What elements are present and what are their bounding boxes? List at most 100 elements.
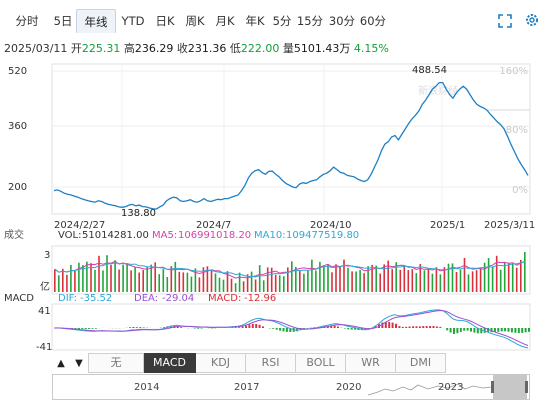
macd-pane-frame — [51, 303, 531, 351]
volume-bar — [503, 262, 506, 292]
time-navigator[interactable] — [52, 374, 530, 400]
volume-pane-frame — [51, 245, 531, 295]
tab-15分[interactable]: 15分 — [296, 14, 324, 28]
volume-bar — [471, 271, 474, 292]
macd-bar — [439, 326, 442, 328]
scroll-left-arrow-icon[interactable]: ▲ — [57, 357, 65, 369]
indicator-tab-MACD[interactable]: MACD — [144, 353, 196, 373]
change-percent: 4.15% — [353, 42, 389, 55]
macd-bar — [88, 328, 91, 329]
tab-30分[interactable]: 30分 — [328, 14, 356, 28]
macd-bar — [81, 328, 84, 329]
fullscreen-icon[interactable] — [498, 13, 512, 28]
macd-bar — [449, 328, 452, 333]
volume-bar — [355, 271, 357, 292]
volume-bar — [62, 268, 64, 292]
navigator-year-labels: 2014 2017 2020 2023 — [52, 382, 530, 396]
tab-日K[interactable]: 日K — [155, 14, 175, 28]
volume-bar — [391, 269, 393, 292]
navigator-selection-handle[interactable] — [493, 375, 527, 399]
dif-value: -35.52 — [80, 293, 112, 304]
volume-bar — [520, 260, 522, 292]
tab-年线[interactable]: 年线 — [76, 9, 116, 33]
macd-bar — [432, 326, 435, 328]
price-pane-frame — [51, 63, 531, 215]
x-tick-label: 2024/10 — [310, 220, 352, 231]
volume-bar — [475, 270, 478, 292]
macd-bar — [238, 327, 241, 328]
macd-bar — [466, 328, 469, 331]
volume-bar — [266, 267, 269, 292]
macd-bar — [200, 328, 203, 329]
volume-bar — [142, 270, 144, 292]
quote-info-line: 2025/03/11 开225.31 高236.29 收231.36 低222.… — [4, 40, 389, 56]
low-value: 222.00 — [240, 42, 280, 55]
macd-bar — [408, 326, 411, 328]
volume-bar — [331, 272, 333, 292]
volume-bar — [94, 269, 96, 292]
tab-周K[interactable]: 周K — [185, 14, 205, 28]
volume-label: 量 — [282, 42, 294, 55]
indicator-tab-RSI[interactable]: RSI — [246, 353, 296, 373]
navigator-year-label: 2014 — [134, 382, 160, 393]
volume-bar — [459, 269, 462, 292]
open-value: 225.31 — [81, 42, 121, 55]
vol-label: VOL: — [58, 230, 81, 241]
macd-bar — [193, 328, 196, 329]
volume-bar — [278, 275, 281, 292]
volume-bar — [170, 266, 173, 292]
indicator-tab-BOLL[interactable]: BOLL — [296, 353, 346, 373]
indicator-tab-无[interactable]: 无 — [88, 353, 144, 373]
volume-bar — [202, 267, 205, 292]
scroll-right-arrow-icon[interactable]: ▼ — [75, 357, 83, 369]
volume-bar — [291, 261, 293, 292]
indicator-tab-DMI[interactable]: DMI — [396, 353, 446, 373]
macd-bar — [234, 327, 237, 328]
volume-bar — [419, 264, 422, 292]
tab-月K[interactable]: 月K — [215, 14, 235, 28]
volume-bar — [303, 273, 305, 292]
tab-60分[interactable]: 60分 — [359, 14, 387, 28]
volume-bars — [51, 245, 531, 295]
macd-bar — [459, 328, 462, 332]
price-annotations: 488.54 138.80 — [121, 65, 447, 219]
macd-bar — [139, 327, 142, 328]
volume-pane-label: 成交 — [4, 228, 24, 241]
volume-bar — [495, 255, 498, 292]
tab-分时[interactable]: 分时 — [15, 14, 39, 28]
volume-bar — [254, 279, 257, 292]
volume-bar — [90, 263, 92, 292]
gear-icon[interactable] — [524, 12, 540, 28]
indicator-tab-WR[interactable]: WR — [346, 353, 396, 373]
macd-bar — [180, 327, 183, 328]
tab-年K[interactable]: 年K — [245, 14, 265, 28]
stock-chart[interactable]: 520 360 200 160% 80% 0% 新浪财经 488.54 138.80 202… — [0, 0, 550, 352]
volume-bar — [435, 267, 438, 292]
tab-5分[interactable]: 5分 — [272, 14, 292, 28]
macd-bar — [302, 328, 305, 329]
macd-bar — [129, 327, 131, 328]
volume-bar — [154, 262, 156, 292]
volume-bar — [323, 265, 325, 292]
volume-bar — [339, 266, 341, 292]
volume-bar — [82, 265, 84, 292]
volume-bar — [258, 265, 261, 292]
macd-bar — [422, 326, 425, 328]
indicator-tab-bar: ▲ ▼ 无 MACD KDJ RSI BOLL WR DMI — [52, 353, 446, 373]
y-tick-left: 200 — [8, 182, 27, 193]
indicator-tab-KDJ[interactable]: KDJ — [196, 353, 246, 373]
volume-bar — [146, 266, 148, 292]
volume-bar — [130, 270, 132, 292]
macd-bar — [528, 328, 530, 332]
close-label: 收 — [176, 42, 188, 55]
volume-bar — [511, 263, 514, 292]
macd-bar — [347, 328, 350, 330]
macd-pane-label: MACD — [4, 293, 34, 304]
volume-bar — [375, 265, 377, 292]
navigator-left-grip[interactable] — [491, 381, 494, 393]
volume-bar — [238, 272, 241, 292]
navigator-right-grip[interactable] — [525, 381, 528, 393]
tab-YTD[interactable]: YTD — [121, 14, 145, 28]
tab-5日[interactable]: 5日 — [53, 14, 73, 28]
volume-bar — [383, 264, 385, 292]
